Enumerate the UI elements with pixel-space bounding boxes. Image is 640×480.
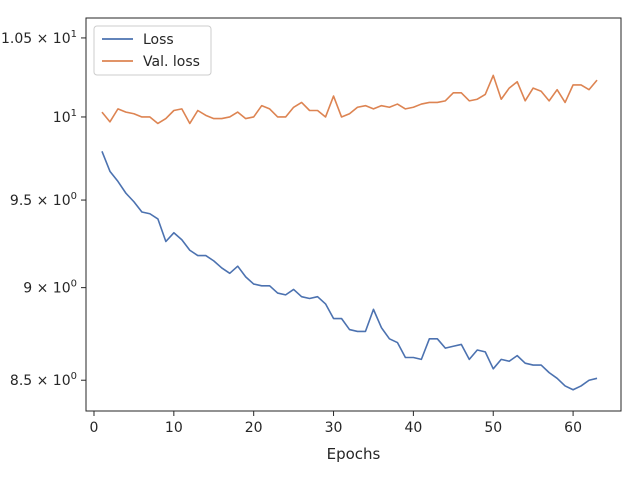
y-tick-label: 8.5 × 100 [10, 371, 77, 389]
y-tick-label: 9.5 × 100 [10, 191, 77, 209]
x-tick-label: 0 [90, 420, 99, 436]
x-tick-label: 60 [564, 420, 582, 436]
legend: Loss Val. loss [93, 25, 212, 76]
legend-label-val-loss: Val. loss [143, 54, 200, 70]
y-tick-label: 1.05 × 101 [1, 29, 77, 47]
series-line-val-loss [101, 74, 598, 125]
x-tick-label: 40 [404, 420, 422, 436]
x-tick-label: 50 [484, 420, 502, 436]
plot-frame [85, 17, 622, 412]
x-tick-label: 10 [165, 420, 183, 436]
series-line-loss [101, 151, 598, 391]
x-axis: 0 10 20 30 40 50 60 [90, 411, 582, 436]
x-axis-label: Epochs [327, 445, 381, 463]
y-tick-label: 101 [53, 108, 77, 126]
legend-label-loss: Loss [143, 32, 174, 48]
x-tick-label: 20 [245, 420, 263, 436]
x-tick-label: 30 [325, 420, 343, 436]
y-axis: 8.5 × 100 9 × 100 9.5 × 100 101 1.05 × 101 [1, 29, 86, 389]
y-tick-label: 9 × 100 [23, 279, 77, 297]
plot-series [101, 74, 598, 391]
